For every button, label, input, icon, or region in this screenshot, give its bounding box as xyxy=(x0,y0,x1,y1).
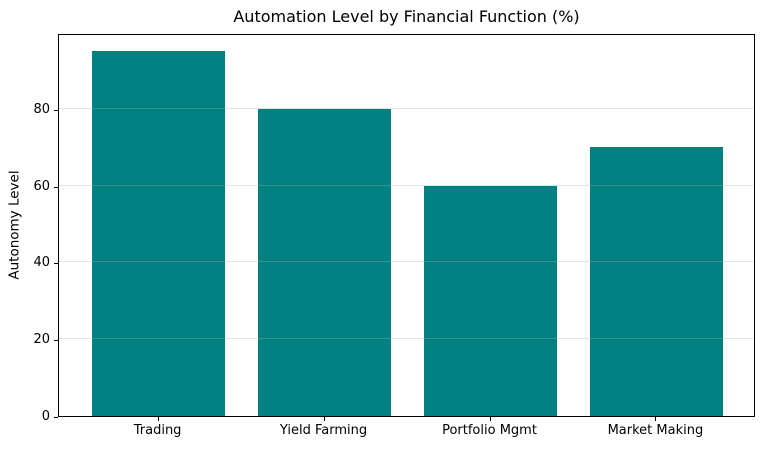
bar xyxy=(258,108,391,416)
y-tick-mark xyxy=(54,186,58,188)
grid-line xyxy=(59,261,754,263)
bar xyxy=(92,51,225,416)
grid-line xyxy=(59,107,754,109)
y-tick-mark xyxy=(54,340,58,342)
y-tick-label: 60 xyxy=(33,178,50,194)
x-tick-mark xyxy=(655,417,657,421)
x-tick-mark xyxy=(157,417,159,421)
chart-title: Automation Level by Financial Function (… xyxy=(233,7,580,26)
y-axis-label: Autonomy Level xyxy=(6,170,23,280)
x-tick-label: Yield Farming xyxy=(279,423,368,438)
x-tick-label: Market Making xyxy=(607,423,704,438)
x-tick-label: Portfolio Mgmt xyxy=(442,423,537,438)
y-tick-label: 0 xyxy=(41,409,50,424)
bar xyxy=(590,147,723,416)
x-tick-label: Trading xyxy=(133,423,182,438)
x-tick-mark xyxy=(489,417,491,421)
grid-line xyxy=(59,184,754,186)
bar xyxy=(424,185,557,416)
y-tick-mark xyxy=(54,109,58,111)
plot-area xyxy=(58,34,755,417)
y-tick-mark xyxy=(54,263,58,265)
y-tick-mark xyxy=(54,417,58,418)
y-tick-label: 80 xyxy=(33,101,50,117)
y-tick-label: 20 xyxy=(33,332,50,348)
x-tick-mark xyxy=(323,417,325,421)
grid-line xyxy=(59,338,754,340)
y-tick-label: 40 xyxy=(33,255,50,271)
